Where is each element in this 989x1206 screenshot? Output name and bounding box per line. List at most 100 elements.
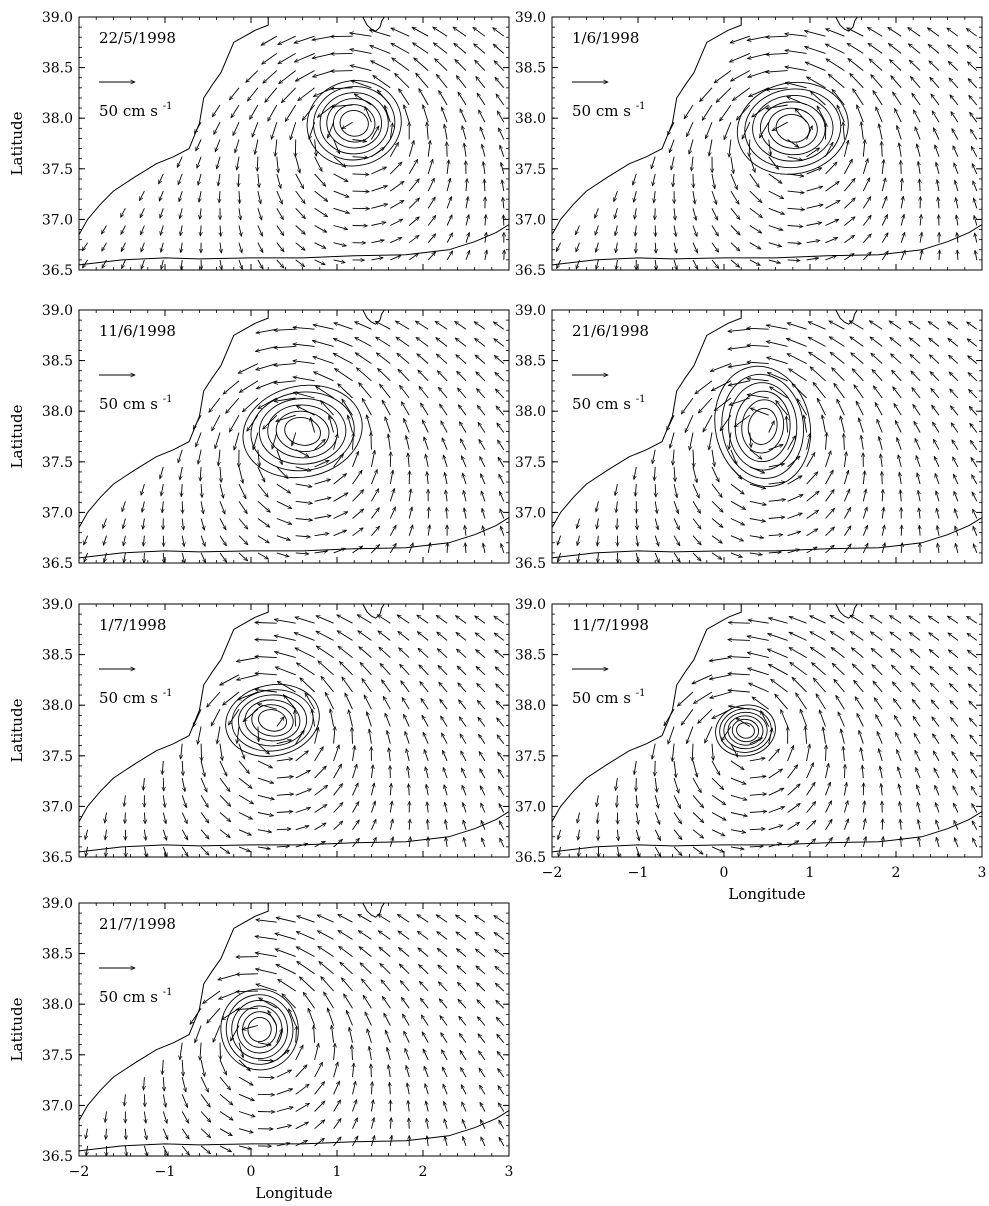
velocity-vector xyxy=(856,713,864,727)
velocity-vector xyxy=(766,104,788,109)
velocity-vector xyxy=(698,397,713,413)
velocity-vector xyxy=(615,484,617,496)
velocity-vector xyxy=(375,320,391,330)
velocity-vector xyxy=(929,61,940,71)
velocity-vector xyxy=(834,679,845,693)
velocity-vector xyxy=(255,345,277,351)
velocity-vector xyxy=(894,404,902,416)
velocity-vector xyxy=(456,76,467,89)
velocity-vector xyxy=(213,1025,221,1043)
velocity-vector xyxy=(457,666,467,676)
drifter-track xyxy=(727,715,764,746)
velocity-vector xyxy=(337,631,353,641)
velocity-vector xyxy=(379,947,391,957)
velocity-vector xyxy=(295,844,308,848)
velocity-vector xyxy=(294,633,315,641)
velocity-vector xyxy=(785,67,807,72)
velocity-vector xyxy=(124,1094,125,1106)
scale-label: 50 cm s -1 xyxy=(99,688,172,707)
velocity-vector xyxy=(859,418,864,433)
velocity-vector xyxy=(276,829,291,830)
velocity-vector xyxy=(674,225,676,237)
island-coast xyxy=(835,604,858,619)
velocity-vector xyxy=(768,242,782,247)
velocity-vector xyxy=(257,777,274,783)
velocity-vector xyxy=(971,769,978,779)
velocity-vector xyxy=(295,826,309,831)
y-tick-label: 37.0 xyxy=(515,799,546,815)
velocity-vector xyxy=(440,421,448,433)
velocity-vector xyxy=(400,385,410,399)
velocity-vector xyxy=(711,380,732,392)
velocity-vector xyxy=(768,259,781,263)
velocity-vector xyxy=(161,259,163,269)
velocity-vector xyxy=(314,823,327,831)
velocity-vector xyxy=(481,491,486,502)
velocity-vector xyxy=(383,1013,391,1026)
velocity-vector xyxy=(428,543,430,553)
velocity-vector xyxy=(335,369,353,382)
scale-label: 50 cm s -1 xyxy=(99,987,172,1006)
velocity-vector xyxy=(295,519,313,521)
velocity-vector xyxy=(239,191,240,203)
velocity-vector xyxy=(480,803,486,813)
velocity-vector xyxy=(103,535,107,546)
velocity-vector xyxy=(749,87,769,98)
velocity-vector xyxy=(272,432,278,450)
velocity-vector xyxy=(482,144,486,157)
velocity-vector xyxy=(388,434,391,450)
velocity-vector xyxy=(772,121,788,132)
velocity-vector xyxy=(352,470,363,485)
velocity-vector xyxy=(843,140,848,157)
velocity-vector xyxy=(969,406,978,416)
velocity-vector xyxy=(105,1111,107,1123)
velocity-vector xyxy=(421,420,429,433)
velocity-vector xyxy=(914,438,921,450)
velocity-vector xyxy=(462,126,467,140)
velocity-vector xyxy=(768,552,782,553)
velocity-vector xyxy=(219,777,230,792)
velocity-vector xyxy=(404,418,410,433)
velocity-vector xyxy=(274,346,296,347)
velocity-vector xyxy=(812,663,826,676)
velocity-vector xyxy=(458,92,467,106)
velocity-vector xyxy=(314,498,332,502)
velocity-vector xyxy=(749,207,763,217)
velocity-vector xyxy=(479,1068,486,1078)
velocity-vector xyxy=(389,123,392,140)
velocity-vector xyxy=(276,1028,283,1043)
velocity-vector xyxy=(768,663,788,676)
velocity-vector xyxy=(218,173,220,186)
velocity-vector xyxy=(767,648,788,659)
velocity-vector xyxy=(709,432,713,450)
velocity-vector xyxy=(936,508,940,519)
velocity-vector xyxy=(413,43,429,54)
velocity-vector xyxy=(498,804,505,813)
velocity-vector xyxy=(242,397,259,412)
velocity-vector xyxy=(933,422,940,433)
velocity-vector xyxy=(901,196,903,209)
velocity-vector xyxy=(476,666,486,676)
velocity-vector xyxy=(974,198,978,209)
velocity-vector xyxy=(340,662,353,676)
velocity-vector xyxy=(673,242,677,254)
velocity-vector xyxy=(825,801,832,813)
drifter-track xyxy=(744,88,842,169)
velocity-vector xyxy=(181,259,182,270)
velocity-vector xyxy=(395,321,410,330)
y-tick-label: 39.0 xyxy=(515,597,546,613)
velocity-vector xyxy=(844,508,851,519)
velocity-vector xyxy=(875,107,883,123)
velocity-vector xyxy=(444,1119,448,1129)
velocity-vector xyxy=(342,121,353,129)
velocity-vector xyxy=(200,829,209,839)
velocity-vector xyxy=(692,846,703,854)
velocity-vector xyxy=(894,420,902,433)
plot-area xyxy=(79,604,509,857)
y-tick-label: 38.0 xyxy=(515,404,546,420)
velocity-vector xyxy=(928,44,940,54)
velocity-vector xyxy=(850,337,864,347)
velocity-vector xyxy=(635,829,639,841)
velocity-vector xyxy=(257,829,272,833)
velocity-vector xyxy=(455,321,467,330)
